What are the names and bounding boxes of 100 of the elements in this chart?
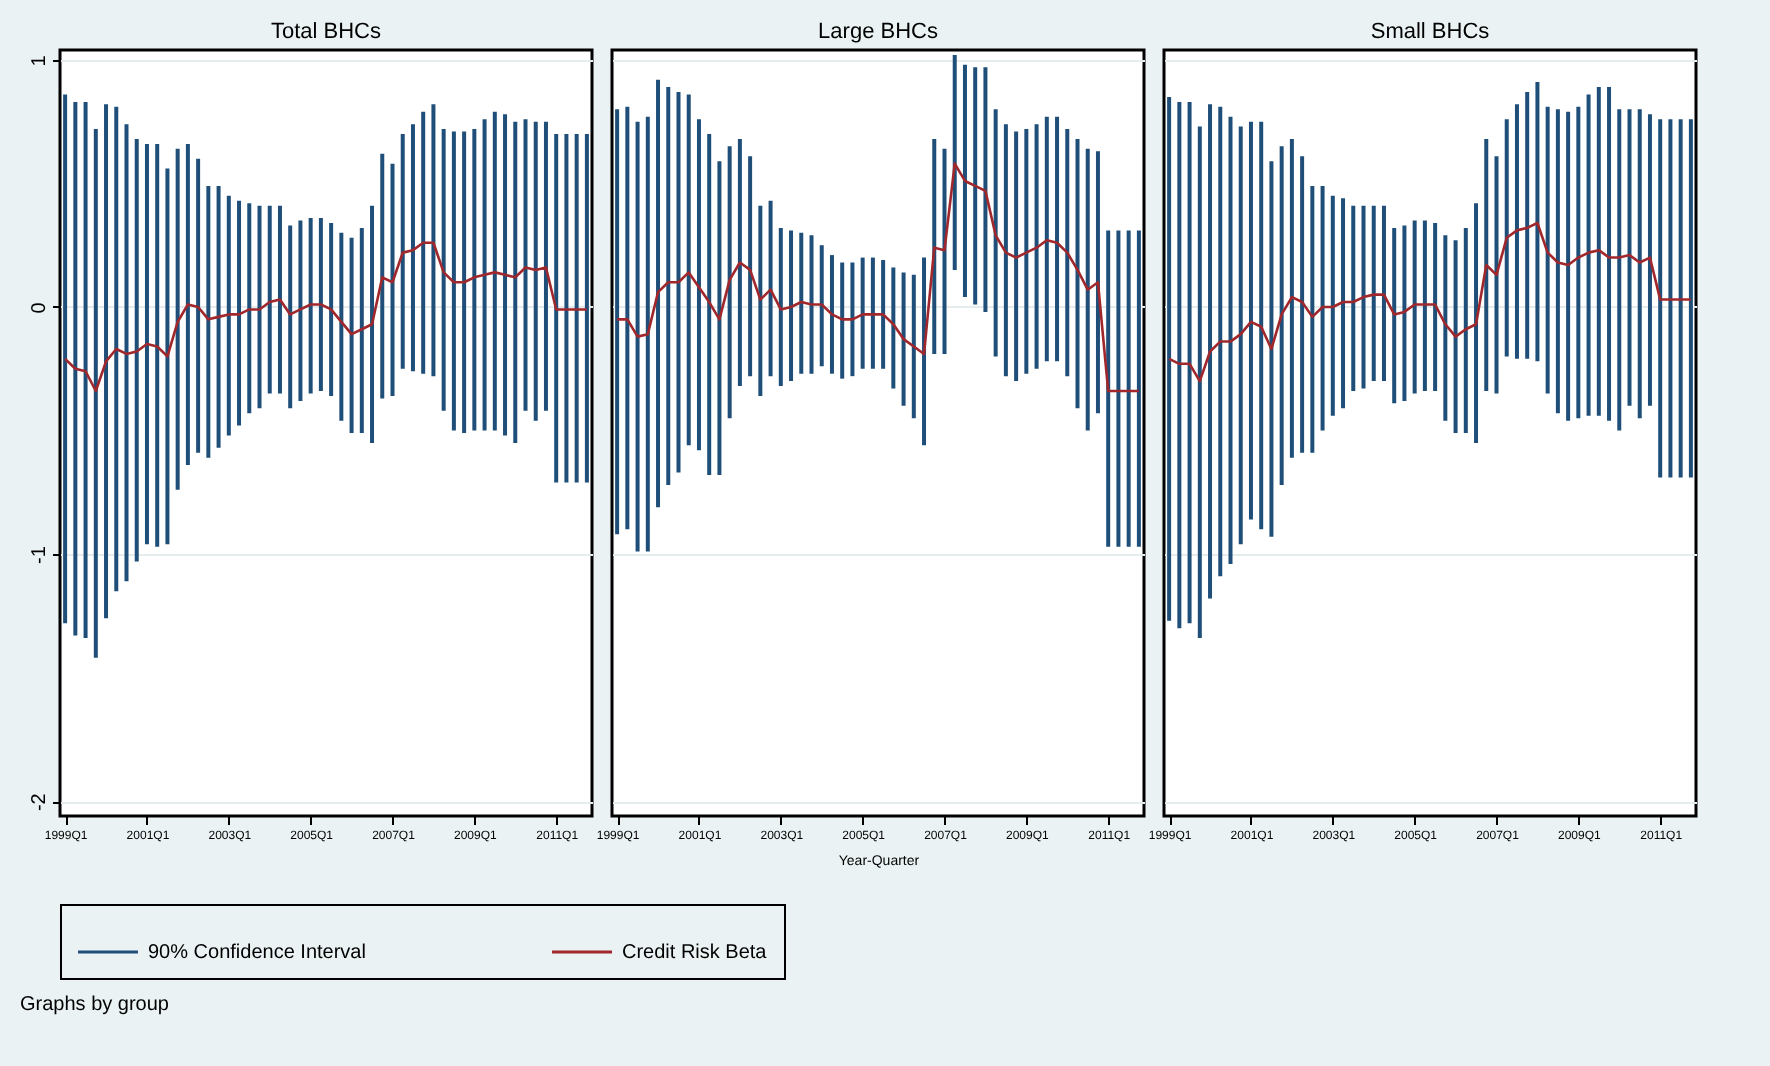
bar: [1647, 114, 1652, 406]
text: Graphs by group: [20, 994, 171, 1016]
bar: [196, 158, 201, 453]
bar: [380, 153, 385, 399]
bar: [410, 124, 415, 372]
bar: [1259, 121, 1264, 530]
bar: [881, 260, 886, 369]
bar: [267, 205, 272, 394]
bar: [942, 148, 947, 354]
bar: [727, 146, 732, 419]
bar: [1668, 119, 1673, 478]
bar: [717, 161, 722, 476]
bar: [1443, 235, 1448, 421]
bar: [1310, 185, 1315, 453]
bar: [1248, 121, 1253, 520]
bar: [1228, 116, 1233, 564]
y-tick-label: 0: [29, 301, 51, 314]
bar: [676, 92, 681, 473]
bar: [1218, 106, 1223, 577]
bar: [789, 230, 794, 382]
bar: [472, 129, 477, 431]
bar: [1484, 138, 1489, 391]
bar: [543, 121, 548, 411]
bar: [1586, 94, 1591, 416]
bar: [523, 119, 528, 411]
bar: [666, 87, 671, 485]
bar: [1525, 92, 1530, 359]
bar: [1545, 106, 1550, 394]
bar: [645, 116, 650, 552]
bar: [1136, 230, 1141, 547]
bar: [1300, 156, 1305, 453]
bar: [1085, 148, 1090, 431]
bar: [993, 109, 998, 357]
bar: [584, 134, 589, 483]
bar: [809, 235, 814, 374]
bar: [1177, 101, 1182, 629]
bar: [431, 104, 436, 377]
bar: [237, 200, 242, 426]
bar: [1607, 87, 1612, 421]
bar: [1044, 116, 1049, 362]
bar: [574, 134, 579, 483]
bar: [257, 205, 262, 409]
bar: [1637, 109, 1642, 419]
bar: [533, 121, 538, 421]
bar: [308, 218, 313, 394]
bar: [850, 262, 855, 377]
bar: [288, 225, 293, 409]
bar: [1412, 220, 1417, 394]
bar: [1126, 230, 1131, 547]
bar: [93, 129, 98, 658]
bar: [1474, 203, 1479, 443]
bar: [1167, 96, 1172, 621]
bar: [554, 134, 559, 483]
bar: [1617, 109, 1622, 431]
bar: [962, 64, 967, 298]
bar: [513, 121, 518, 443]
bar: [1504, 119, 1509, 357]
bar: [932, 138, 937, 354]
bar: [707, 134, 712, 476]
bar: [1453, 240, 1458, 433]
chart-title: Total BHCs: [270, 20, 382, 44]
bar: [635, 121, 640, 552]
bar: [1351, 205, 1356, 391]
y-tick-label: -1: [29, 545, 51, 564]
bar: [758, 205, 763, 396]
bar: [1463, 227, 1468, 433]
bar: [421, 111, 426, 374]
bar: [104, 104, 109, 619]
bar: [696, 119, 701, 451]
bar: [922, 257, 927, 446]
bar: [1596, 87, 1601, 416]
bar: [1055, 116, 1060, 362]
bar: [441, 129, 446, 411]
bar: [1003, 124, 1008, 377]
bar: [114, 106, 119, 592]
bar: [1688, 119, 1693, 478]
bar: [492, 111, 497, 431]
bar: [83, 101, 88, 639]
bar: [1494, 156, 1499, 394]
bar: [390, 163, 395, 396]
bar: [339, 232, 344, 421]
bar: [462, 131, 467, 433]
bar: [656, 79, 661, 508]
bar: [73, 101, 78, 636]
bar: [1269, 161, 1274, 537]
bar: [482, 119, 487, 431]
bar: [226, 195, 231, 436]
bar: [1330, 195, 1335, 416]
bar: [819, 245, 824, 367]
bar: [1116, 230, 1121, 547]
bar: [1034, 124, 1039, 369]
bar: [911, 274, 916, 419]
bar: [1238, 126, 1243, 545]
bar: [952, 54, 957, 270]
line-series: [63, 241, 589, 393]
bar: [1392, 227, 1397, 404]
bar: [451, 131, 456, 431]
bar: [247, 203, 252, 414]
bar: [625, 106, 630, 530]
bar: [1433, 222, 1438, 391]
